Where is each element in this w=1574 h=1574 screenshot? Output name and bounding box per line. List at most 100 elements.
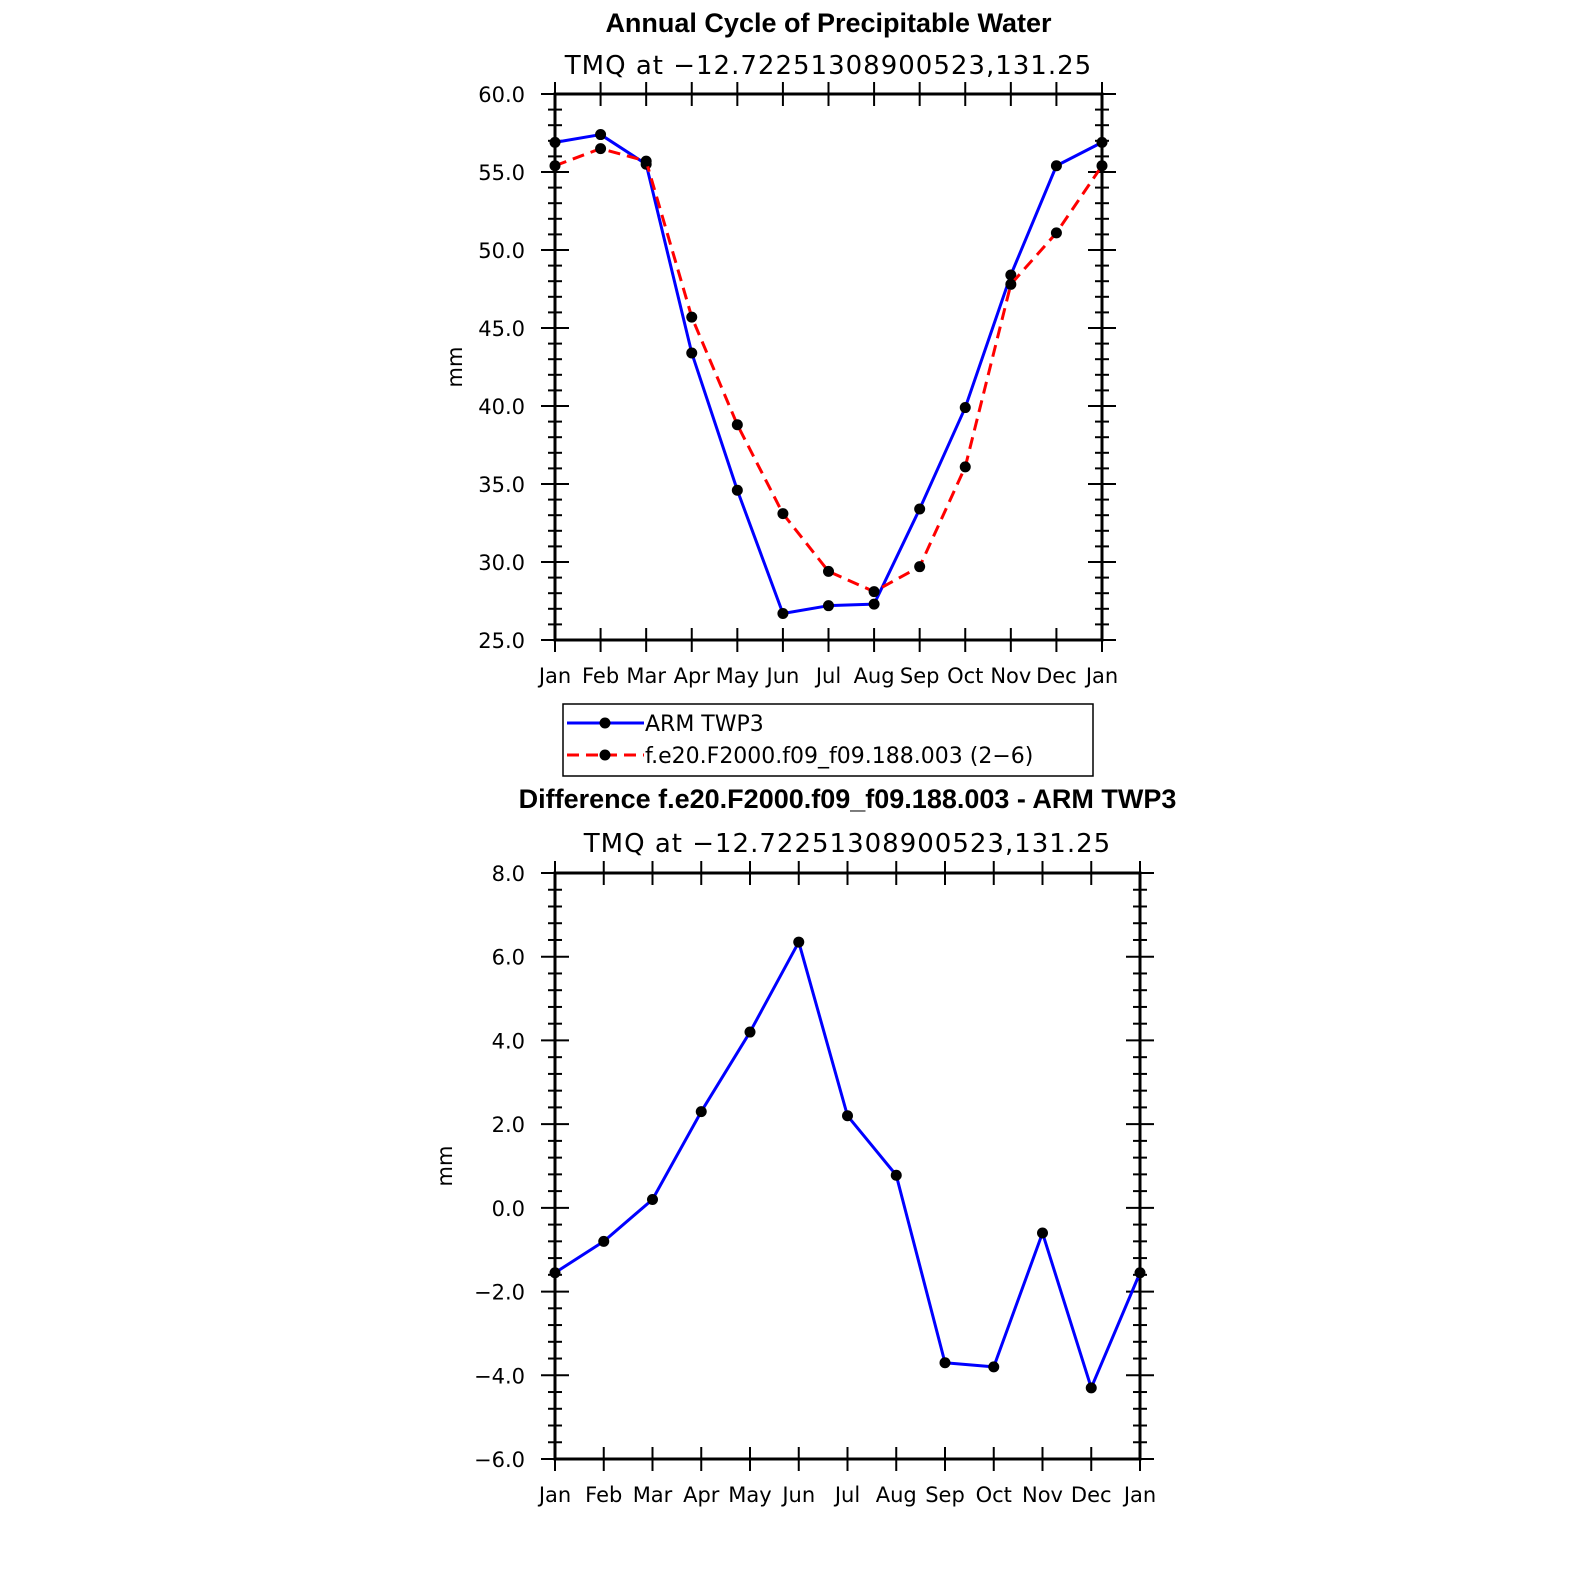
data-point bbox=[744, 1026, 756, 1038]
chart-subtitle: TMQ at −12.72251308900523,131.25 bbox=[583, 829, 1111, 859]
x-tick-label: Nov bbox=[1022, 1483, 1063, 1507]
y-tick-label: 2.0 bbox=[492, 1113, 525, 1137]
x-tick-label: Mar bbox=[626, 664, 666, 688]
x-tick-label: Jun bbox=[765, 664, 800, 688]
x-tick-label: Nov bbox=[990, 664, 1031, 688]
y-tick-label: 8.0 bbox=[492, 862, 525, 886]
x-tick-label: Jul bbox=[833, 1483, 860, 1507]
legend-marker bbox=[599, 749, 611, 761]
x-tick-label: Jun bbox=[780, 1483, 815, 1507]
data-point bbox=[1096, 136, 1108, 148]
legend-box bbox=[562, 703, 1094, 777]
chart-title: Difference f.e20.F2000.f09_f09.188.003 -… bbox=[519, 784, 1177, 814]
data-point bbox=[640, 155, 652, 167]
data-point bbox=[731, 484, 743, 496]
y-tick-label: 45.0 bbox=[478, 317, 525, 341]
x-tick-label: Aug bbox=[854, 664, 895, 688]
series-line-1 bbox=[554, 147, 1104, 594]
x-tick-label: Sep bbox=[925, 1483, 965, 1507]
chart-title: Annual Cycle of Precipitable Water bbox=[605, 8, 1052, 38]
data-point bbox=[549, 136, 561, 148]
x-tick-label: Apr bbox=[683, 1483, 720, 1507]
series-line-0 bbox=[554, 940, 1142, 1390]
x-tick-label: Jan bbox=[1122, 1483, 1156, 1507]
x-tick-label: Aug bbox=[876, 1483, 917, 1507]
y-tick-label: 25.0 bbox=[478, 629, 525, 653]
x-tick-label: Sep bbox=[900, 664, 940, 688]
y-tick-label: 0.0 bbox=[492, 1197, 525, 1221]
legend-label: ARM TWP3 bbox=[645, 712, 764, 737]
data-point bbox=[890, 1169, 902, 1181]
y-tick-label: 4.0 bbox=[492, 1029, 525, 1053]
y-tick-label: 50.0 bbox=[478, 239, 525, 263]
data-point bbox=[1005, 269, 1017, 281]
x-tick-label: Feb bbox=[582, 664, 619, 688]
y-axis-label: mm bbox=[443, 347, 467, 388]
chart-subtitle: TMQ at −12.72251308900523,131.25 bbox=[564, 51, 1092, 81]
data-point bbox=[1050, 227, 1062, 239]
difference-chart: Difference f.e20.F2000.f09_f09.188.003 -… bbox=[433, 784, 1176, 1507]
plot-frame bbox=[553, 92, 1104, 642]
y-tick-label: 30.0 bbox=[478, 551, 525, 575]
y-tick-label: −6.0 bbox=[474, 1448, 525, 1472]
legend-label: f.e20.F2000.f09_f09.188.003 (2−6) bbox=[645, 744, 1033, 769]
series-line-0 bbox=[554, 133, 1103, 615]
precipitable-water-chart: Annual Cycle of Precipitable Water TMQ at… bbox=[443, 8, 1118, 688]
data-point bbox=[793, 936, 805, 948]
legend: ARM TWP3 f.e20.F2000.f09_f09.188.003 (2−6… bbox=[562, 703, 1094, 777]
y-tick-label: 55.0 bbox=[478, 161, 525, 185]
x-tick-label: Apr bbox=[674, 664, 711, 688]
x-tick-label: Jan bbox=[537, 1483, 571, 1507]
data-point bbox=[988, 1361, 1000, 1373]
data-point bbox=[731, 419, 743, 431]
y-tick-label: 6.0 bbox=[492, 946, 525, 970]
data-point bbox=[598, 1235, 610, 1247]
data-point bbox=[1005, 278, 1017, 290]
y-tick-label: 35.0 bbox=[478, 473, 525, 497]
x-tick-label: May bbox=[716, 664, 759, 688]
data-point bbox=[686, 347, 698, 359]
data-point bbox=[959, 402, 971, 414]
data-point bbox=[914, 503, 926, 515]
data-point bbox=[1134, 1267, 1146, 1279]
x-tick-label: Jan bbox=[537, 664, 571, 688]
y-tick-label: −4.0 bbox=[474, 1364, 525, 1388]
y-tick-label: −2.0 bbox=[474, 1281, 525, 1305]
x-tick-label: Jul bbox=[814, 664, 841, 688]
x-tick-label: Mar bbox=[633, 1483, 673, 1507]
x-tick-label: Dec bbox=[1071, 1483, 1112, 1507]
data-point bbox=[1050, 160, 1062, 172]
data-point bbox=[647, 1193, 658, 1205]
data-point bbox=[777, 508, 789, 520]
data-point bbox=[823, 600, 834, 612]
data-point bbox=[823, 565, 834, 577]
data-point bbox=[914, 561, 926, 573]
data-point bbox=[595, 143, 607, 155]
x-tick-label: Feb bbox=[585, 1483, 622, 1507]
data-point bbox=[777, 607, 789, 619]
data-point bbox=[868, 598, 880, 610]
data-point bbox=[695, 1106, 707, 1118]
y-axis-label: mm bbox=[433, 1146, 457, 1187]
x-tick-label: Oct bbox=[976, 1483, 1012, 1507]
x-tick-label: Dec bbox=[1036, 664, 1077, 688]
data-point bbox=[1096, 160, 1108, 172]
data-point bbox=[939, 1357, 951, 1369]
data-point bbox=[1037, 1227, 1048, 1239]
data-point bbox=[959, 461, 971, 473]
data-point bbox=[868, 586, 880, 598]
data-point bbox=[549, 160, 561, 172]
y-tick-label: 40.0 bbox=[478, 395, 525, 419]
x-tick-label: Jan bbox=[1084, 664, 1118, 688]
data-point bbox=[842, 1110, 853, 1122]
y-tick-label: 60.0 bbox=[478, 83, 525, 107]
x-tick-label: May bbox=[728, 1483, 771, 1507]
legend-marker bbox=[599, 717, 611, 729]
x-tick-label: Oct bbox=[947, 664, 983, 688]
data-point bbox=[549, 1267, 561, 1279]
data-point bbox=[595, 129, 607, 141]
data-point bbox=[686, 311, 698, 323]
data-point bbox=[1085, 1382, 1097, 1394]
plot-frame bbox=[553, 871, 1142, 1461]
